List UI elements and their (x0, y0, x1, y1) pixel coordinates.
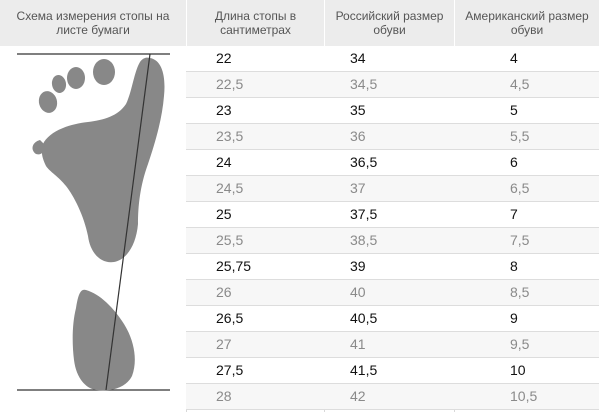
cell-cm: 24,5 (216, 180, 244, 196)
cell-cm: 27 (216, 336, 232, 352)
cell-ru: 37,5 (350, 206, 378, 222)
header-foot-length: Длина стопы в сантиметрах (186, 0, 324, 46)
table-header: Схема измерения стопы на листе бумаги Дл… (0, 0, 599, 46)
table-row: 25,5 38,5 7,5 (186, 228, 599, 254)
cell-cm: 23,5 (216, 128, 244, 144)
table-row: 22 34 4 (186, 46, 599, 72)
cell-ru: 34,5 (350, 76, 378, 92)
cell-cm: 25 (216, 206, 232, 222)
cell-ru: 40 (350, 284, 366, 300)
header-diagram: Схема измерения стопы на листе бумаги (16, 9, 170, 37)
cell-ru: 36 (350, 128, 366, 144)
table-row: 25,75 39 8 (186, 254, 599, 280)
foot-side-bump (32, 140, 45, 155)
cell-cm: 23 (216, 102, 232, 118)
header-russian-size: Российский размер обуви (324, 0, 454, 46)
cell-ru: 35 (350, 102, 366, 118)
cell-us: 6 (510, 154, 518, 170)
table-row: 26,5 40,5 9 (186, 306, 599, 332)
cell-us: 7 (510, 206, 518, 222)
cell-cm: 27,5 (216, 362, 244, 378)
cell-ru: 40,5 (350, 310, 378, 326)
cell-ru: 37 (350, 180, 366, 196)
cell-cm: 25,75 (216, 258, 252, 274)
cell-us: 7,5 (510, 232, 530, 248)
toe-second (93, 59, 115, 85)
table-row: 24 36,5 6 (186, 150, 599, 176)
cell-us: 9 (510, 310, 518, 326)
table-row: 28 42 10,5 (186, 384, 599, 410)
cell-cm: 26 (216, 284, 232, 300)
table-row: 23,5 36 5,5 (186, 124, 599, 150)
table-row: 26 40 8,5 (186, 280, 599, 306)
cell-us: 5,5 (510, 128, 530, 144)
cell-us: 9,5 (510, 336, 530, 352)
table-row: 22,5 34,5 4,5 (186, 72, 599, 98)
cell-ru: 38,5 (350, 232, 378, 248)
table-row: 27 41 9,5 (186, 332, 599, 358)
cell-ru: 41 (350, 336, 366, 352)
cell-cm: 25,5 (216, 232, 244, 248)
cell-cm: 26,5 (216, 310, 244, 326)
cell-cm: 22 (216, 50, 232, 66)
cell-us: 4,5 (510, 76, 530, 92)
table-row: 24,5 37 6,5 (186, 176, 599, 202)
table-row: 27,5 41,5 10 (186, 358, 599, 384)
foot-measurement-diagram (0, 46, 186, 412)
heel-shape (72, 289, 135, 391)
header-american-size: Американский размер обуви (454, 0, 599, 46)
cell-us: 6,5 (510, 180, 530, 196)
cell-cm: 28 (216, 388, 232, 404)
cell-us: 10 (510, 362, 526, 378)
table-row: 23 35 5 (186, 98, 599, 124)
cell-us: 8,5 (510, 284, 530, 300)
foot-diagram-svg (17, 53, 170, 391)
cell-us: 10,5 (510, 388, 538, 404)
toe-small (38, 91, 58, 113)
cell-cm: 22,5 (216, 76, 244, 92)
toe-fourth (51, 75, 67, 93)
diagonal-measure-line (105, 53, 151, 391)
size-table-body: 22 34 4 22,5 34,5 4,5 23 35 5 23,5 36 5,5 24 36,5 6 24,… (186, 46, 599, 410)
cell-ru: 39 (350, 258, 366, 274)
cell-ru: 42 (350, 388, 366, 404)
footprint-icon (32, 57, 165, 391)
cell-us: 8 (510, 258, 518, 274)
cell-cm: 24 (216, 154, 232, 170)
toe-third (67, 67, 85, 89)
forefoot-shape (41, 57, 165, 263)
cell-ru: 34 (350, 50, 366, 66)
cell-us: 5 (510, 102, 518, 118)
cell-ru: 41,5 (350, 362, 378, 378)
cell-us: 4 (510, 50, 518, 66)
cell-ru: 36,5 (350, 154, 378, 170)
table-row: 25 37,5 7 (186, 202, 599, 228)
